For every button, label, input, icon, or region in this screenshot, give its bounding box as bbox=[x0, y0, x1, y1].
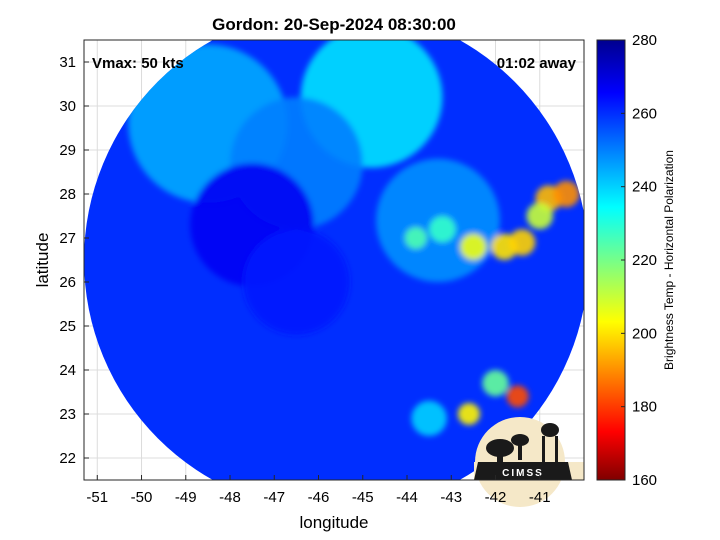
colorbar-tick-label: 200 bbox=[632, 325, 657, 342]
y-tick-label: 29 bbox=[59, 142, 76, 159]
y-tick-label: 24 bbox=[59, 362, 76, 379]
colorbar-tick-label: 180 bbox=[632, 399, 657, 416]
x-tick-label: -47 bbox=[263, 489, 285, 506]
swath-layer bbox=[84, 40, 584, 480]
colorbar-tick-label: 160 bbox=[632, 472, 657, 489]
x-tick-label: -48 bbox=[219, 489, 241, 506]
colorbar-tick-label: 240 bbox=[632, 179, 657, 196]
x-tick-label: -43 bbox=[440, 489, 462, 506]
brightness-feature bbox=[411, 400, 447, 436]
colorbar-tick-label: 260 bbox=[632, 105, 657, 122]
x-tick-label: -42 bbox=[485, 489, 507, 506]
y-axis-label: latitude bbox=[33, 233, 52, 288]
x-tick-label: -49 bbox=[175, 489, 197, 506]
brightness-feature bbox=[508, 229, 536, 256]
y-tick-label: 22 bbox=[59, 450, 76, 467]
logo-text: CIMSS bbox=[502, 468, 544, 479]
brightness-feature bbox=[457, 403, 481, 425]
y-tick-label: 25 bbox=[59, 318, 76, 335]
y-tick-label: 26 bbox=[59, 274, 76, 291]
y-tick-label: 30 bbox=[59, 98, 76, 115]
colorbar-ticks: 160 180 200 220 240 260 280 bbox=[621, 32, 657, 489]
y-tick-label: 31 bbox=[59, 54, 76, 71]
cimss-logo: CIMSS bbox=[474, 417, 584, 507]
brightness-feature bbox=[526, 202, 554, 230]
brightness-feature bbox=[404, 227, 427, 249]
x-tick-label: -45 bbox=[352, 489, 374, 506]
x-tick-label: -46 bbox=[308, 489, 330, 506]
y-tick-label: 27 bbox=[59, 230, 76, 247]
feature-blobs bbox=[128, 40, 580, 436]
y-axis: 22 23 24 25 26 27 28 29 30 31 bbox=[59, 54, 89, 467]
axes-frame bbox=[83, 39, 585, 481]
x-tick-label: -51 bbox=[86, 489, 108, 506]
brightness-feature bbox=[429, 216, 456, 243]
colorbar-label: Brightness Temp - Horizontal Polarizatio… bbox=[662, 150, 676, 370]
vmax-annotation: Vmax: 50 kts bbox=[92, 55, 184, 72]
brightness-feature bbox=[553, 180, 580, 208]
x-axis: -51 -50 -49 -48 -47 -46 -45 -44 -43 -42 -41 bbox=[86, 475, 551, 506]
x-tick-label: -44 bbox=[396, 489, 418, 506]
chart-title: Gordon: 20-Sep-2024 08:30:00 bbox=[212, 15, 456, 34]
brightness-feature bbox=[460, 233, 487, 260]
colorbar-tick-label: 280 bbox=[632, 32, 657, 49]
x-tick-label: -41 bbox=[529, 489, 551, 506]
x-tick-label: -50 bbox=[131, 489, 153, 506]
colorbar-tick-label: 220 bbox=[632, 252, 657, 269]
y-tick-label: 28 bbox=[59, 186, 76, 203]
colorbar bbox=[596, 39, 626, 481]
time-away-annotation: 01:02 away bbox=[497, 55, 577, 72]
brightness-feature bbox=[243, 229, 350, 335]
y-tick-label: 23 bbox=[59, 406, 76, 423]
brightness-feature bbox=[506, 385, 529, 408]
x-axis-label: longitude bbox=[299, 513, 368, 532]
brightness-feature bbox=[482, 370, 509, 397]
water-tower-icon bbox=[541, 423, 559, 437]
